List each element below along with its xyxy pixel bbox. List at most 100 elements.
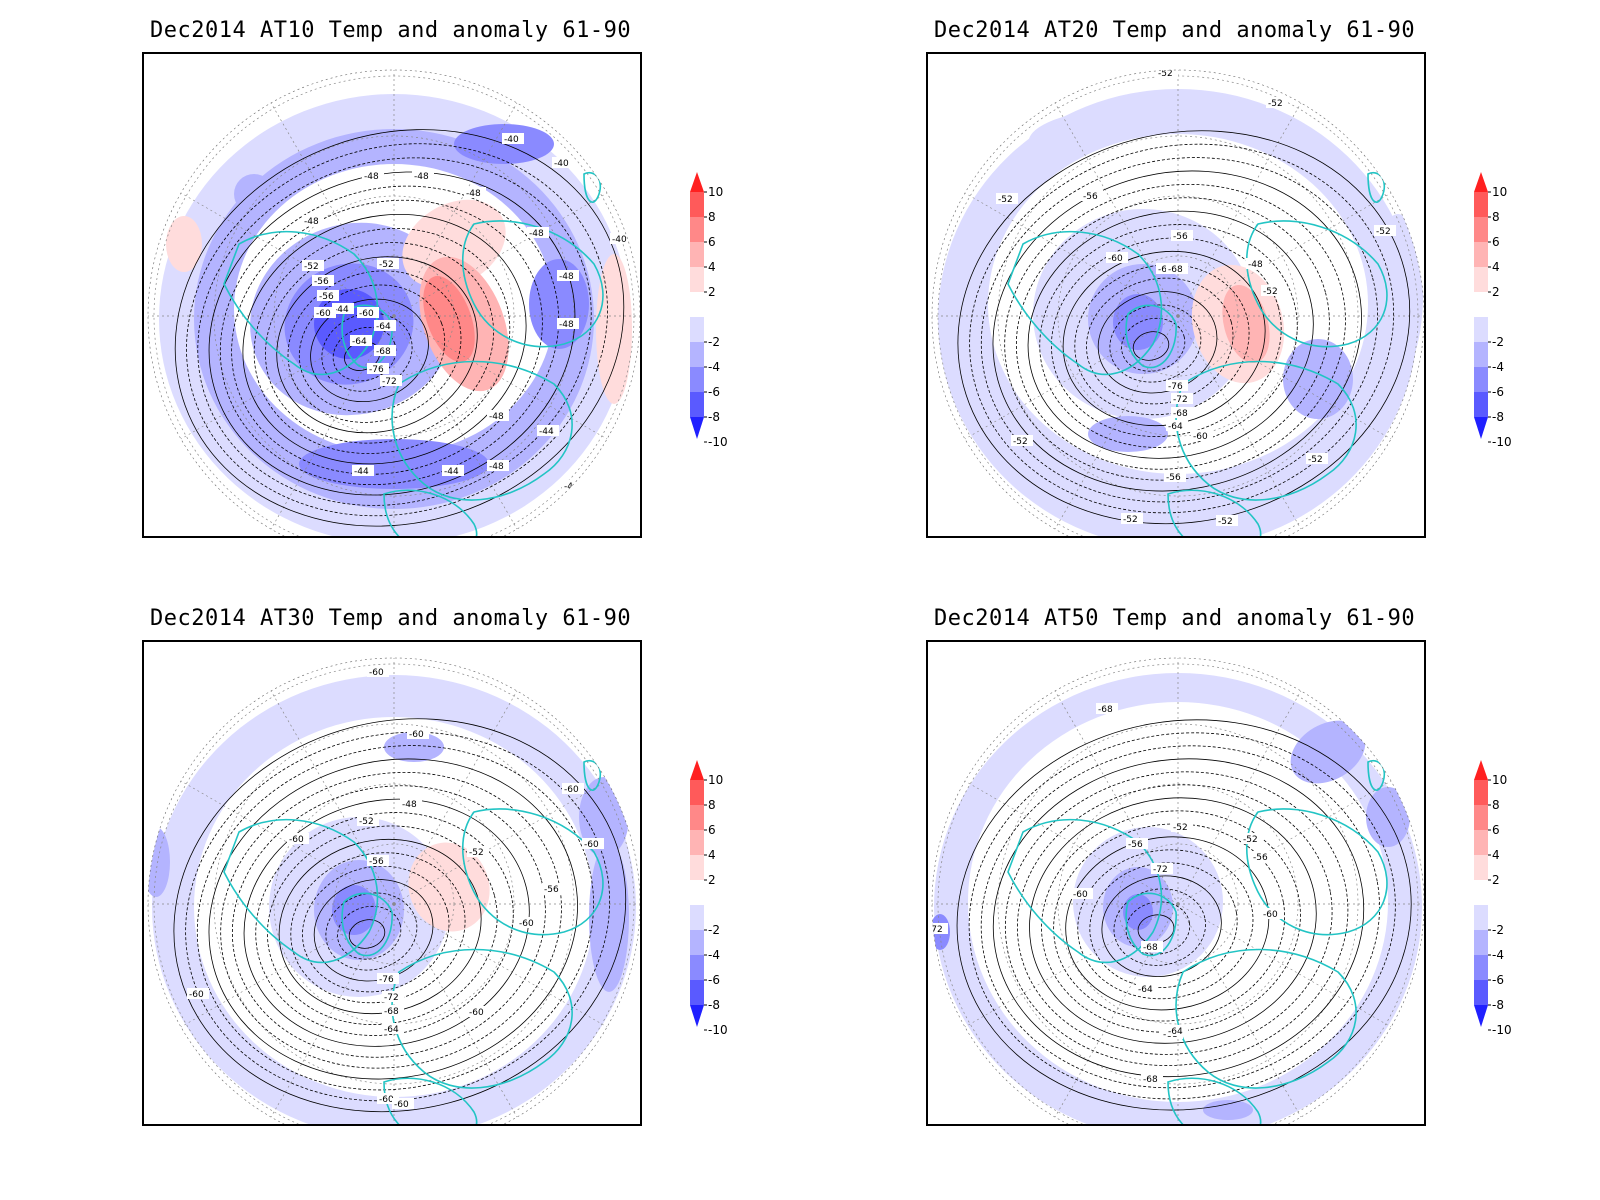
colorbar-label: -2 (708, 923, 720, 937)
colorbar-swatch (690, 980, 704, 1005)
contour-label: -68 (1173, 409, 1188, 419)
contour-label: -52 (359, 817, 374, 827)
contour-label-bg (187, 988, 209, 999)
contour-label: -44 (334, 305, 349, 315)
contour-label: -72 (928, 925, 943, 935)
polar-map: -68-68-68-52-52-56-56-60-60-64-64-68-72-… (926, 640, 1426, 1126)
contour-label-bg (1246, 258, 1268, 269)
colorbar-swatch (690, 392, 704, 417)
contour-label-bg (382, 991, 404, 1002)
coastline (583, 760, 602, 791)
contour-label: -56 (314, 277, 329, 287)
colorbar-label: 6 (1492, 235, 1500, 249)
contour-line (174, 129, 625, 527)
coastline (391, 360, 573, 501)
contour-label-bg (1261, 285, 1283, 296)
panel-title: Dec2014 AT50 Temp and anomaly 61-90 (934, 606, 1416, 631)
contour-label-bg (487, 460, 509, 471)
contour-label: -56 (1166, 473, 1181, 483)
contour-label: -48 (466, 189, 481, 199)
contour-label-bg (1166, 380, 1188, 391)
contour-line (220, 771, 562, 1069)
contour-label: -52 (379, 260, 394, 270)
colorbar-swatch (690, 905, 704, 930)
colorbar-swatch (1474, 392, 1488, 417)
contour-label-bg (374, 345, 396, 356)
contour-label: -44 (354, 467, 369, 477)
colorbar-arrow-bottom (690, 1005, 704, 1027)
colorbar-swatch (1474, 267, 1488, 292)
contour-label-bg (557, 318, 579, 329)
anomaly-area (234, 174, 274, 214)
colorbar-swatch (690, 880, 704, 905)
contour-line (992, 758, 1365, 1078)
coastline (1245, 808, 1388, 936)
coastline (1007, 818, 1163, 964)
colorbar-label: -4 (1492, 360, 1504, 374)
colorbar-label: -4 (708, 360, 720, 374)
contour-label-bg (332, 303, 354, 314)
contour-line (219, 185, 560, 486)
anomaly-area (1203, 1100, 1253, 1120)
contour-label-bg (1126, 838, 1148, 849)
coastline (223, 818, 379, 964)
colorbar-swatch (1474, 855, 1488, 880)
contour-label-bg (542, 883, 564, 894)
colorbar-label: 4 (1492, 848, 1500, 862)
coastline (1175, 360, 1357, 501)
contour-label: -52 (1308, 455, 1323, 465)
colorbar-label: -6 (708, 385, 720, 399)
contour-line (348, 919, 386, 949)
colorbar-label: -2 (1492, 923, 1504, 937)
contour-label: -44 (444, 467, 459, 477)
contour-label: -64 (1168, 1027, 1183, 1037)
colorbar-label: -6 (708, 973, 720, 987)
contour-label-bg (357, 307, 379, 318)
contour-label: -48 (402, 800, 417, 810)
contour-label: -52 (1013, 437, 1028, 447)
anomaly-area (408, 842, 490, 932)
contour-label-bg (392, 1098, 414, 1109)
contour-label: -52 (1268, 99, 1283, 109)
contour-label: -64 (352, 337, 367, 347)
contour-label: -60 (519, 919, 534, 929)
contour-label-bg (1266, 97, 1288, 108)
contour-label: -52 (469, 848, 484, 858)
contour-line (1132, 331, 1170, 361)
anomaly-area (1283, 339, 1353, 419)
contour-label: -52 (1243, 835, 1258, 845)
contour-label-bg (1261, 908, 1283, 919)
colorbar-swatch (1474, 780, 1488, 805)
contour-label-bg (1081, 190, 1103, 201)
coastline (383, 489, 478, 536)
contour-label-bg (1166, 1025, 1188, 1036)
coastline (1167, 1077, 1262, 1124)
contour-label-bg (1251, 851, 1273, 862)
contour-line (208, 171, 576, 496)
colorbar-swatch (1474, 342, 1488, 367)
contour-label: -52 (1173, 823, 1188, 833)
colorbar-swatch (1474, 880, 1488, 905)
contour-label-bg (1171, 393, 1193, 404)
contour-line (173, 718, 627, 1113)
contour-label-bg (537, 425, 559, 436)
contour-label-bg (1151, 863, 1173, 874)
coastline (1007, 230, 1163, 376)
anomaly-area (166, 216, 202, 272)
polar-map: -60 -60 -60 -60 -60 -60 -60 -60 -60 -48 -52 -52 -56-… (142, 640, 642, 1126)
colorbar-swatch (1474, 217, 1488, 242)
contour-label: -48 (364, 172, 379, 182)
colorbar-swatch (1474, 930, 1488, 955)
contour-label: -40 (612, 235, 627, 245)
contour-label: -48 (489, 412, 504, 422)
contour-label: -72 (382, 377, 397, 387)
contour-line (253, 228, 511, 454)
colorbar-label: -8 (708, 998, 720, 1012)
contour-label-bg (610, 233, 632, 244)
colorbar-arrow-bottom (690, 417, 704, 439)
contour-label: -64 (384, 1025, 399, 1035)
contour-label-bg (1106, 252, 1128, 263)
contour-line (267, 825, 498, 1025)
contour-label-bg (377, 1093, 399, 1104)
colorbar-swatch (690, 805, 704, 830)
